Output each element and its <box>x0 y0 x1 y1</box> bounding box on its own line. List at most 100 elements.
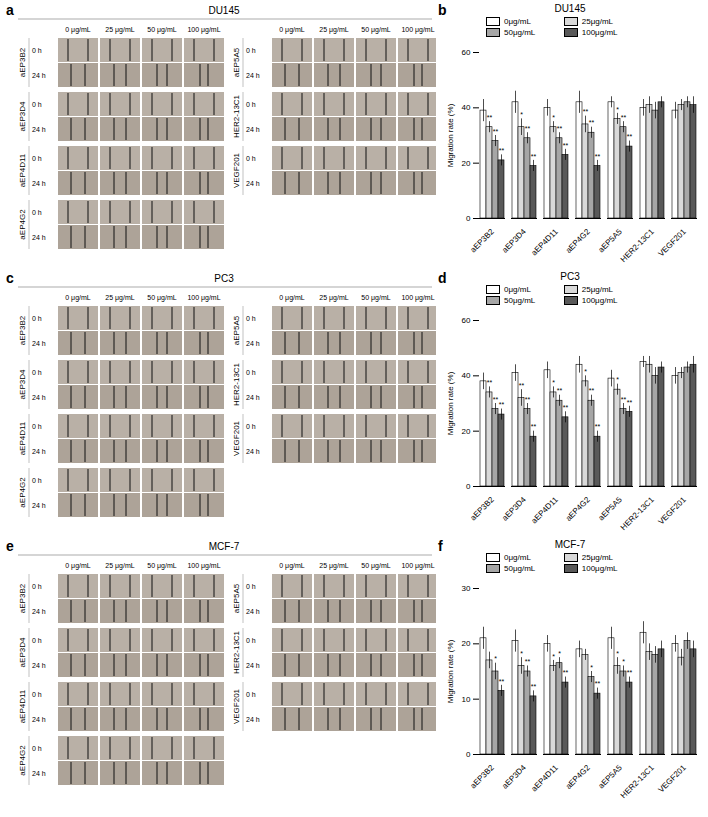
svg-text:100 μg/mL: 100 μg/mL <box>401 294 434 302</box>
svg-text:0 h: 0 h <box>32 691 42 698</box>
svg-text:*: * <box>558 650 561 657</box>
svg-text:*: * <box>616 376 619 383</box>
svg-text:*: * <box>616 106 619 113</box>
svg-text:24 h: 24 h <box>32 234 46 241</box>
svg-text:**: ** <box>563 669 569 676</box>
svg-text:0 μg/mL: 0 μg/mL <box>65 26 91 34</box>
svg-text:0 h: 0 h <box>32 745 42 752</box>
svg-text:aEP3B2: aEP3B2 <box>18 315 27 345</box>
svg-text:**: ** <box>621 396 627 403</box>
svg-text:0 h: 0 h <box>246 101 256 108</box>
svg-text:**: ** <box>595 153 601 160</box>
svg-text:**: ** <box>583 108 589 115</box>
svg-text:0 h: 0 h <box>246 583 256 590</box>
svg-text:0: 0 <box>466 750 471 759</box>
svg-text:24 h: 24 h <box>246 340 260 347</box>
svg-text:25 μg/mL: 25 μg/mL <box>105 562 134 570</box>
svg-text:*: * <box>584 368 587 375</box>
svg-text:aEP5A5: aEP5A5 <box>232 583 241 613</box>
svg-text:**: ** <box>531 153 537 160</box>
svg-text:aEP4G2: aEP4G2 <box>564 495 592 523</box>
svg-text:HER2-13C1: HER2-13C1 <box>232 94 241 138</box>
svg-text:**: ** <box>557 125 563 132</box>
svg-text:24 h: 24 h <box>32 180 46 187</box>
svg-text:*: * <box>552 653 555 660</box>
svg-text:30: 30 <box>462 584 471 593</box>
svg-text:aEP3D4: aEP3D4 <box>18 637 27 667</box>
svg-text:VEGF201: VEGF201 <box>232 420 241 456</box>
svg-text:VEGF201: VEGF201 <box>657 495 689 527</box>
svg-text:0 h: 0 h <box>32 423 42 430</box>
svg-text:PC3: PC3 <box>214 273 234 284</box>
svg-text:aEP4G2: aEP4G2 <box>18 477 27 508</box>
svg-text:aEP3B2: aEP3B2 <box>18 583 27 613</box>
svg-text:aEP3B2: aEP3B2 <box>18 47 27 77</box>
svg-text:aEP4D11: aEP4D11 <box>530 227 561 258</box>
svg-text:*: * <box>552 379 555 386</box>
svg-text:24 h: 24 h <box>246 716 260 723</box>
svg-text:24 h: 24 h <box>246 126 260 133</box>
svg-text:24 h: 24 h <box>32 502 46 509</box>
svg-text:**: ** <box>627 399 633 406</box>
svg-text:**: ** <box>589 387 595 394</box>
svg-text:**: ** <box>493 396 499 403</box>
svg-text:Migration rate (%): Migration rate (%) <box>446 639 455 703</box>
svg-text:VEGF201: VEGF201 <box>232 688 241 724</box>
svg-text:60: 60 <box>462 316 471 325</box>
svg-text:20: 20 <box>462 639 471 648</box>
svg-text:MCF-7: MCF-7 <box>209 541 240 552</box>
svg-text:0 h: 0 h <box>32 583 42 590</box>
svg-text:24 h: 24 h <box>246 608 260 615</box>
svg-text:aEP3D4: aEP3D4 <box>18 369 27 399</box>
svg-text:24 h: 24 h <box>32 770 46 777</box>
svg-text:**: ** <box>563 142 569 149</box>
svg-text:100 μg/mL: 100 μg/mL <box>401 562 434 570</box>
svg-text:24 h: 24 h <box>246 180 260 187</box>
svg-text:0 μg/mL: 0 μg/mL <box>279 26 305 34</box>
svg-text:24 h: 24 h <box>32 394 46 401</box>
svg-text:50 μg/mL: 50 μg/mL <box>361 26 390 34</box>
svg-text:0 h: 0 h <box>246 637 256 644</box>
svg-text:0 h: 0 h <box>32 47 42 54</box>
svg-text:**: ** <box>621 114 627 121</box>
svg-text:**: ** <box>563 404 569 411</box>
svg-text:**: ** <box>595 423 601 430</box>
svg-text:100 μg/mL: 100 μg/mL <box>187 26 220 34</box>
svg-text:0 h: 0 h <box>32 315 42 322</box>
svg-text:aEP4G2: aEP4G2 <box>564 763 592 791</box>
svg-text:50 μg/mL: 50 μg/mL <box>147 294 176 302</box>
svg-text:24 h: 24 h <box>246 448 260 455</box>
svg-text:**: ** <box>589 119 595 126</box>
svg-text:10: 10 <box>462 695 471 704</box>
svg-text:**: ** <box>499 401 505 408</box>
svg-text:0 h: 0 h <box>246 369 256 376</box>
svg-text:50 μg/mL: 50 μg/mL <box>147 26 176 34</box>
svg-text:aEP4D11: aEP4D11 <box>18 153 27 187</box>
svg-text:50 μg/mL: 50 μg/mL <box>361 294 390 302</box>
svg-text:**: ** <box>595 680 601 687</box>
svg-text:aEP4D11: aEP4D11 <box>530 495 561 526</box>
svg-text:**: ** <box>499 147 505 154</box>
svg-text:*: * <box>590 664 593 671</box>
svg-text:aEP3B2: aEP3B2 <box>469 227 497 255</box>
svg-text:0 μg/mL: 0 μg/mL <box>279 294 305 302</box>
svg-text:aEP4G2: aEP4G2 <box>18 745 27 776</box>
svg-text:25 μg/mL: 25 μg/mL <box>319 294 348 302</box>
svg-text:0 h: 0 h <box>32 369 42 376</box>
svg-text:aEP4G2: aEP4G2 <box>18 209 27 240</box>
svg-text:**: ** <box>531 683 537 690</box>
svg-text:Migration rate (%): Migration rate (%) <box>446 103 455 167</box>
svg-text:a: a <box>6 2 14 18</box>
svg-text:aEP4D11: aEP4D11 <box>18 421 27 455</box>
svg-text:*: * <box>616 650 619 657</box>
svg-text:0 μg/mL: 0 μg/mL <box>279 562 305 570</box>
svg-text:*: * <box>520 650 523 657</box>
svg-text:24 h: 24 h <box>246 394 260 401</box>
svg-text:24 h: 24 h <box>246 662 260 669</box>
svg-text:**: ** <box>493 128 499 135</box>
svg-text:VEGF201: VEGF201 <box>232 152 241 188</box>
svg-text:24 h: 24 h <box>246 72 260 79</box>
svg-text:0 h: 0 h <box>32 101 42 108</box>
svg-text:0 h: 0 h <box>32 477 42 484</box>
svg-text:VEGF201: VEGF201 <box>657 763 689 795</box>
